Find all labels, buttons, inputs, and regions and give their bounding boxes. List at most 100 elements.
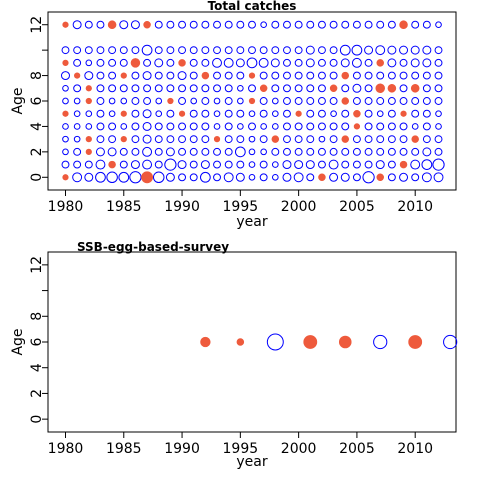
positive-residual-bubble bbox=[306, 20, 315, 29]
ssb-survey-panel: SSB-egg-based-survey year Age 1980 1985 19… bbox=[10, 240, 458, 470]
negative-residual-bubble bbox=[338, 335, 352, 349]
negative-residual-bubble bbox=[259, 84, 268, 93]
positive-residual-bubble bbox=[85, 110, 93, 118]
negative-residual-bubble bbox=[108, 160, 116, 169]
positive-residual-bubble bbox=[422, 58, 432, 68]
positive-residual-bubble bbox=[317, 147, 326, 156]
positive-residual-bubble bbox=[248, 46, 256, 55]
positive-residual-bubble bbox=[260, 21, 267, 29]
positive-residual-bubble bbox=[224, 97, 233, 105]
positive-residual-bubble bbox=[143, 97, 152, 105]
positive-residual-bubble bbox=[201, 109, 210, 118]
y-tick-label: 6 bbox=[29, 337, 45, 346]
positive-residual-bubble bbox=[387, 109, 396, 118]
positive-residual-bubble bbox=[213, 71, 221, 80]
x-tick-label: 1990 bbox=[164, 199, 200, 215]
positive-residual-bubble bbox=[201, 84, 210, 93]
positive-residual-bubble bbox=[364, 45, 374, 55]
positive-residual-bubble bbox=[387, 45, 397, 55]
positive-residual-bubble bbox=[339, 44, 351, 56]
positive-residual-bubble bbox=[435, 21, 442, 29]
positive-residual-bubble bbox=[248, 135, 256, 143]
positive-residual-bubble bbox=[294, 160, 304, 170]
positive-residual-bubble bbox=[294, 71, 303, 80]
y-tick-label: 8 bbox=[29, 71, 45, 80]
positive-residual-bubble bbox=[294, 147, 303, 156]
positive-residual-bubble bbox=[118, 171, 130, 183]
negative-residual-bubble bbox=[318, 173, 326, 182]
y-axis-label: Age bbox=[10, 328, 26, 355]
positive-residual-bubble bbox=[271, 110, 279, 118]
positive-residual-bubble bbox=[259, 173, 268, 182]
positive-residual-bubble bbox=[178, 97, 187, 105]
negative-residual-bubble bbox=[411, 135, 419, 143]
positive-residual-bubble bbox=[376, 97, 385, 105]
positive-residual-bubble bbox=[352, 71, 361, 80]
positive-residual-bubble bbox=[317, 71, 326, 80]
positive-residual-bubble bbox=[178, 46, 187, 55]
positive-residual-bubble bbox=[213, 97, 221, 105]
positive-residual-bubble bbox=[294, 84, 303, 93]
y-axis-label: Age bbox=[10, 87, 26, 114]
positive-residual-bubble bbox=[329, 46, 338, 55]
positive-residual-bubble bbox=[61, 160, 70, 169]
positive-residual-bubble bbox=[108, 46, 117, 55]
positive-residual-bubble bbox=[189, 160, 198, 169]
positive-residual-bubble bbox=[224, 135, 233, 144]
positive-residual-bubble bbox=[129, 171, 142, 184]
negative-residual-bubble bbox=[248, 72, 256, 79]
positive-residual-bubble bbox=[317, 122, 326, 131]
positive-residual-bubble bbox=[294, 58, 303, 67]
positive-residual-bubble bbox=[108, 71, 117, 80]
negative-residual-bubble bbox=[74, 72, 81, 79]
positive-residual-bubble bbox=[248, 173, 256, 181]
y-tick-label: 2 bbox=[29, 147, 45, 156]
positive-residual-bubble bbox=[259, 46, 268, 55]
positive-residual-bubble bbox=[305, 160, 315, 170]
positive-residual-bubble bbox=[166, 46, 175, 55]
positive-residual-bubble bbox=[306, 84, 315, 93]
x-tick-label: 1980 bbox=[48, 199, 84, 215]
positive-residual-bubble bbox=[376, 135, 385, 144]
positive-residual-bubble bbox=[131, 97, 140, 105]
positive-residual-bubble bbox=[352, 160, 361, 169]
y-tick-label: 0 bbox=[29, 173, 45, 182]
positive-residual-bubble bbox=[410, 159, 421, 170]
positive-residual-bubble bbox=[283, 71, 291, 80]
negative-residual-bubble bbox=[120, 72, 127, 79]
positive-residual-bubble bbox=[177, 160, 187, 170]
positive-residual-bubble bbox=[96, 135, 105, 144]
positive-residual-bubble bbox=[73, 147, 82, 156]
positive-residual-bubble bbox=[166, 122, 175, 131]
positive-residual-bubble bbox=[165, 147, 175, 157]
positive-residual-bubble bbox=[201, 122, 210, 131]
negative-residual-bubble bbox=[213, 136, 221, 143]
total-catches-panel: Total catches year Age 1980 1985 1990 1995 2… bbox=[10, 0, 457, 230]
positive-residual-bubble bbox=[224, 147, 233, 156]
positive-residual-bubble bbox=[248, 20, 256, 29]
positive-residual-bubble bbox=[73, 58, 82, 67]
positive-residual-bubble bbox=[73, 97, 81, 105]
positive-residual-bubble bbox=[270, 58, 280, 68]
positive-residual-bubble bbox=[387, 58, 397, 68]
positive-residual-bubble bbox=[237, 97, 244, 105]
negative-residual-bubble bbox=[400, 110, 407, 117]
negative-residual-bubble bbox=[200, 336, 211, 348]
negative-residual-bubble bbox=[236, 338, 245, 346]
positive-residual-bubble bbox=[178, 173, 187, 182]
positive-residual-bubble bbox=[189, 147, 198, 156]
positive-residual-bubble bbox=[294, 46, 303, 55]
positive-residual-bubble bbox=[306, 71, 315, 80]
negative-residual-bubble bbox=[295, 110, 302, 117]
x-tick-label: 1995 bbox=[223, 441, 259, 457]
positive-residual-bubble bbox=[189, 84, 198, 93]
positive-residual-bubble bbox=[341, 84, 350, 93]
positive-residual-bubble bbox=[364, 97, 373, 105]
positive-residual-bubble bbox=[352, 135, 361, 144]
positive-residual-bubble bbox=[306, 97, 315, 105]
positive-residual-bubble bbox=[248, 161, 256, 168]
x-tick-label: 1985 bbox=[106, 441, 142, 457]
positive-residual-bubble bbox=[119, 160, 128, 169]
positive-residual-bubble bbox=[106, 171, 118, 184]
positive-residual-bubble bbox=[399, 58, 408, 67]
